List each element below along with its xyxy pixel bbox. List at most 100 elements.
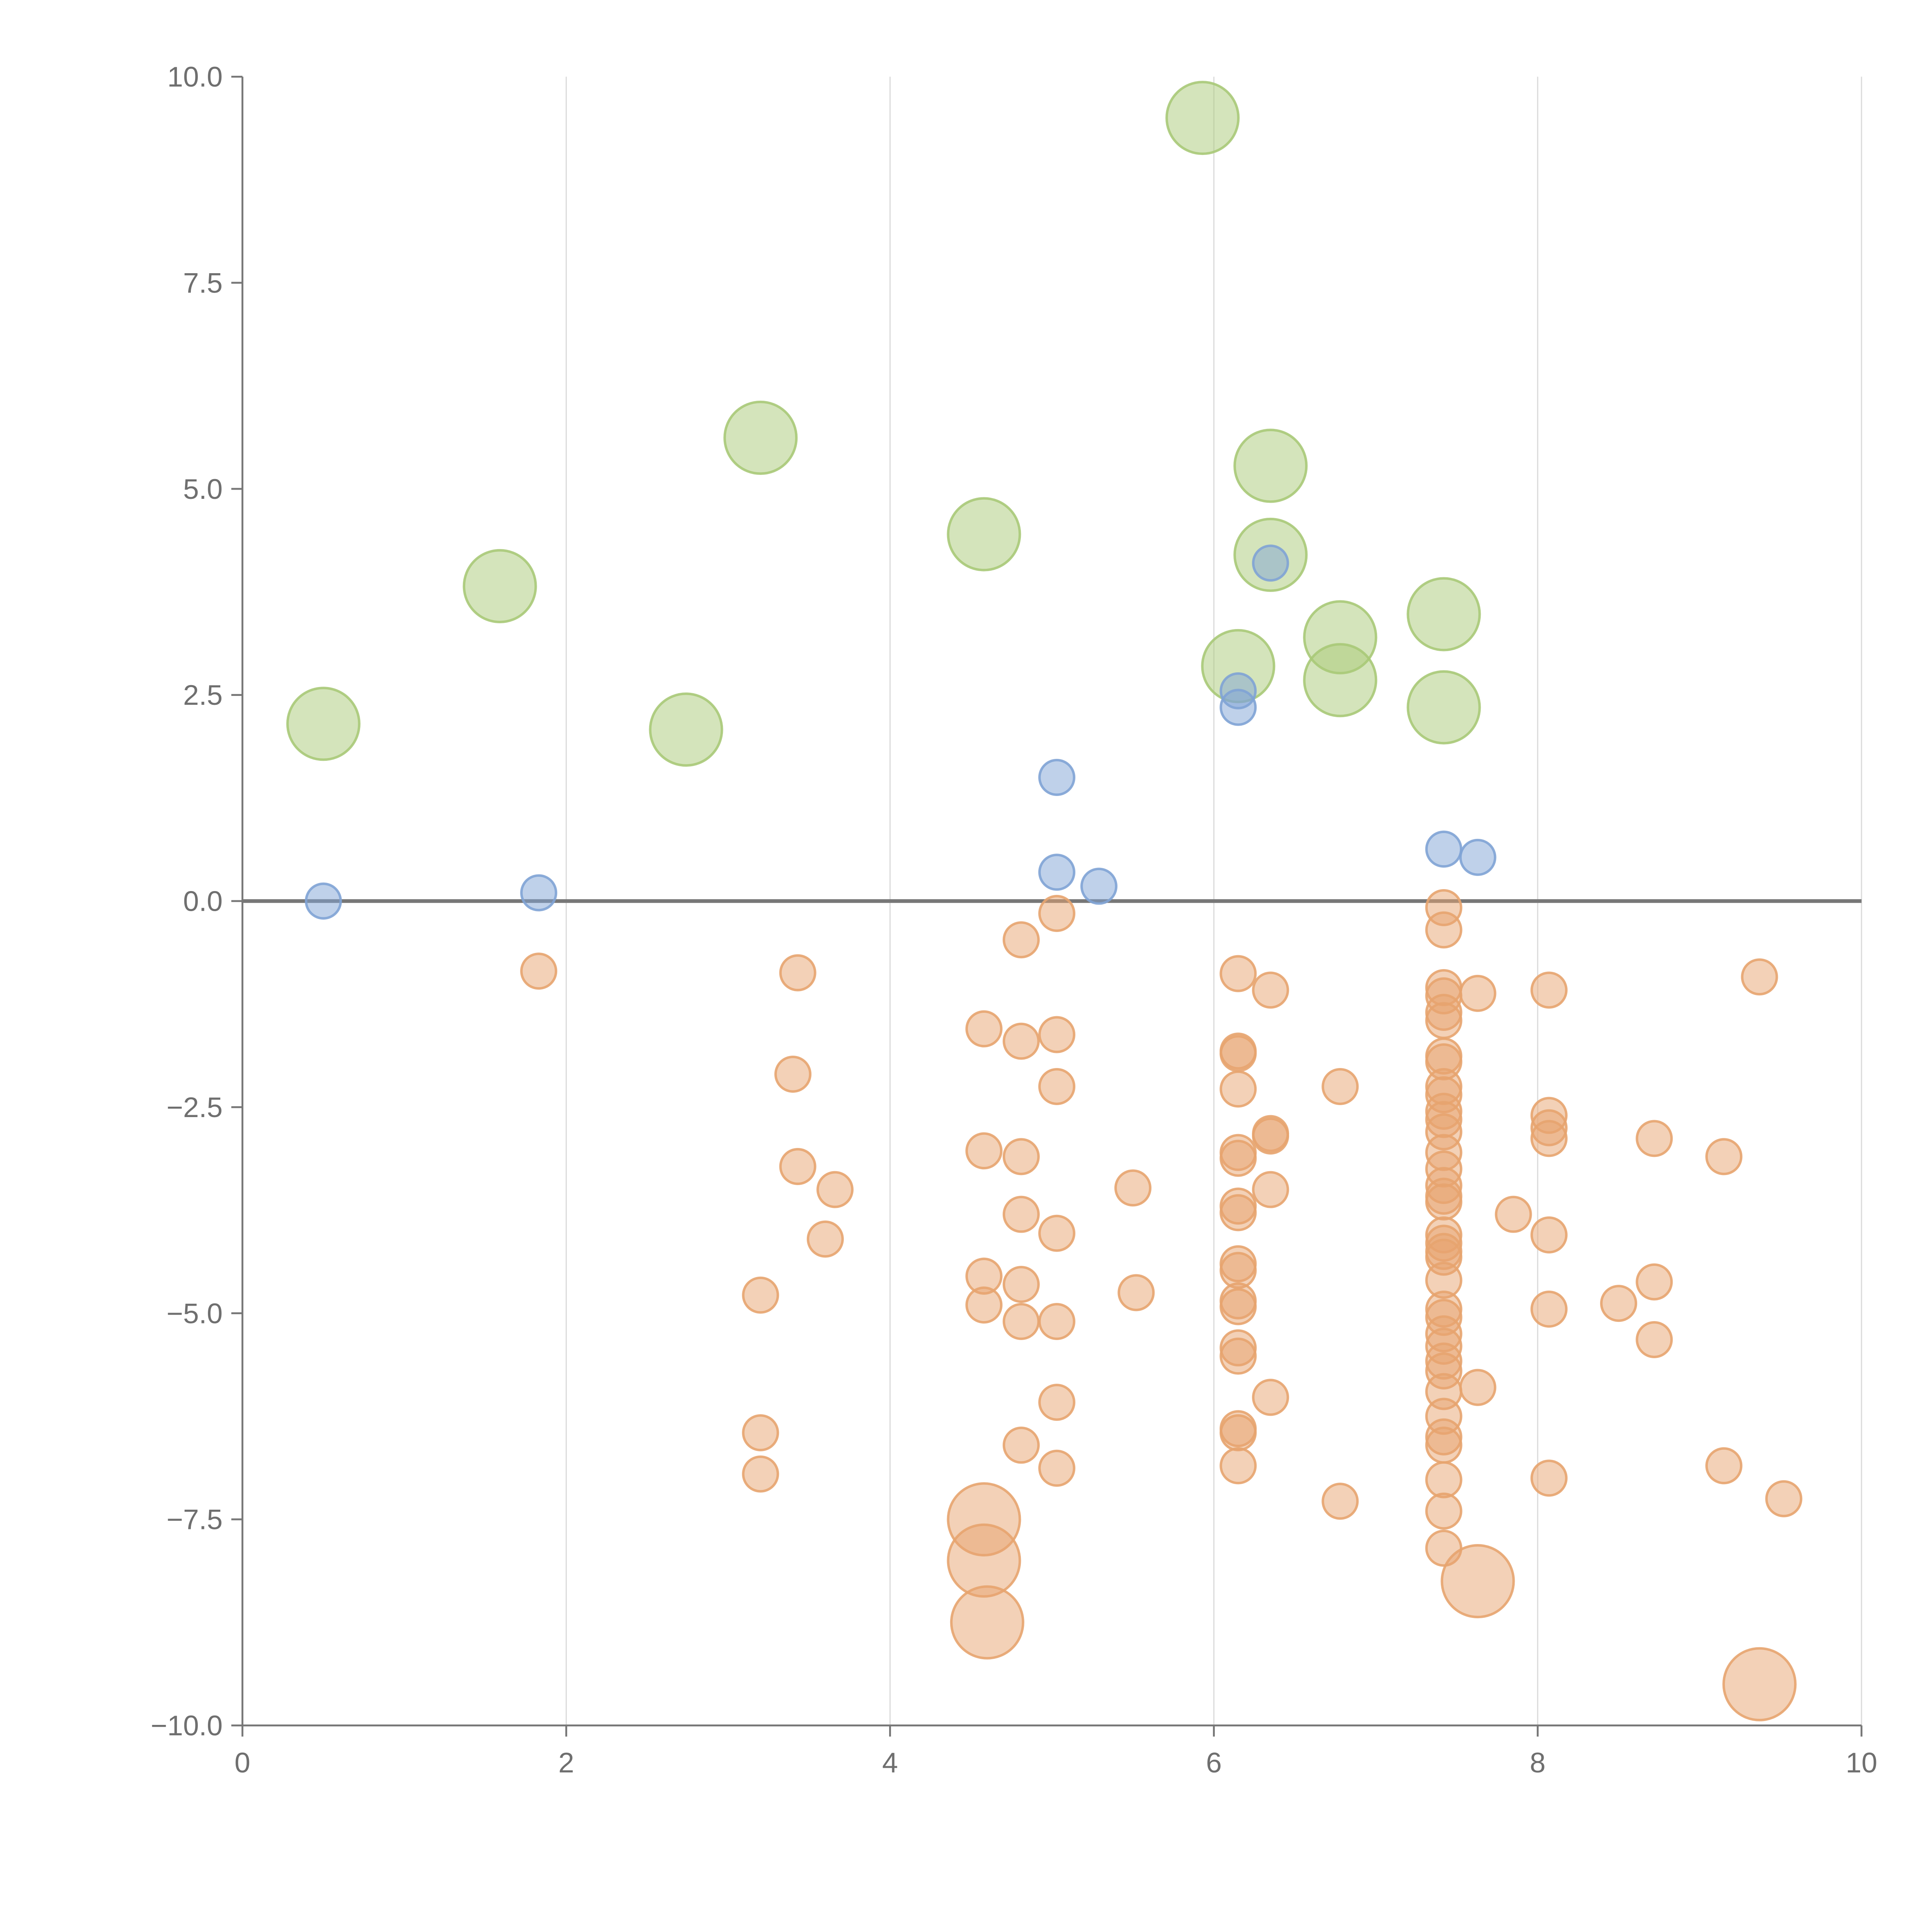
- data-point: [1425, 1183, 1463, 1221]
- data-point: [723, 400, 798, 475]
- data-point: [463, 549, 537, 623]
- data-points: [286, 81, 1803, 1721]
- x-tick-label: 2: [558, 1747, 574, 1779]
- data-point: [520, 952, 558, 990]
- data-point: [965, 1010, 1003, 1048]
- data-point: [1459, 975, 1497, 1012]
- data-point: [520, 874, 558, 912]
- data-point: [1600, 1285, 1638, 1322]
- data-point: [1219, 1070, 1257, 1108]
- y-tick-label: −7.5: [167, 1503, 223, 1536]
- data-point: [1459, 838, 1497, 876]
- data-point: [1219, 1194, 1257, 1231]
- data-point: [1038, 854, 1076, 891]
- x-tick-label: 10: [1846, 1747, 1878, 1779]
- data-point: [1530, 1459, 1568, 1497]
- data-point: [1705, 1138, 1743, 1175]
- data-point: [1636, 1263, 1673, 1301]
- data-point: [1705, 1447, 1743, 1485]
- data-point: [1636, 1321, 1673, 1358]
- data-point: [1002, 1022, 1040, 1060]
- data-point: [1303, 643, 1378, 718]
- data-point: [1219, 1139, 1257, 1177]
- data-point: [742, 1414, 779, 1452]
- data-point: [1530, 1120, 1568, 1157]
- data-point: [742, 1276, 779, 1314]
- data-point: [1038, 1449, 1076, 1487]
- data-point: [1219, 955, 1257, 992]
- data-point: [1765, 1480, 1803, 1517]
- y-tick-label: 7.5: [183, 267, 223, 299]
- data-point: [742, 1455, 779, 1493]
- data-point: [1038, 759, 1076, 796]
- y-tick-label: −2.5: [167, 1091, 223, 1123]
- data-point: [1741, 958, 1778, 996]
- x-tick-label: 8: [1530, 1747, 1546, 1779]
- data-point: [1233, 429, 1308, 503]
- data-point: [1425, 1427, 1463, 1464]
- y-tick-label: −5.0: [167, 1297, 223, 1329]
- data-point: [1425, 1461, 1463, 1498]
- data-point: [1406, 577, 1481, 651]
- data-point: [1722, 1647, 1797, 1721]
- data-point: [1530, 1291, 1568, 1328]
- data-point: [1002, 921, 1040, 959]
- data-point: [1252, 1117, 1289, 1155]
- x-tick-label: 0: [235, 1747, 250, 1779]
- x-tick-label: 6: [1206, 1747, 1222, 1779]
- data-point: [1406, 670, 1481, 745]
- y-tick-label: 2.5: [183, 679, 223, 711]
- data-point: [1117, 1274, 1155, 1311]
- x-tick-label: 4: [882, 1747, 898, 1779]
- data-point: [1252, 1171, 1289, 1208]
- data-point: [1165, 81, 1240, 155]
- data-point: [1252, 971, 1289, 1009]
- y-tick-label: 5.0: [183, 473, 223, 505]
- data-point: [1219, 1414, 1257, 1452]
- data-point: [947, 497, 1021, 571]
- data-point: [1038, 1214, 1076, 1252]
- data-point: [1038, 895, 1076, 932]
- data-point: [1002, 1138, 1040, 1175]
- data-point: [286, 687, 361, 761]
- data-point: [779, 954, 816, 992]
- data-point: [1440, 1544, 1515, 1619]
- data-point: [1425, 911, 1463, 949]
- data-point: [1425, 1492, 1463, 1530]
- data-point: [1219, 1337, 1257, 1375]
- data-point: [1038, 1068, 1076, 1105]
- data-point: [965, 1286, 1003, 1324]
- y-tick-label: 0.0: [183, 885, 223, 917]
- data-point: [1038, 1303, 1076, 1340]
- data-point: [1080, 867, 1118, 905]
- series-large-positive: [286, 81, 1481, 767]
- data-point: [965, 1132, 1003, 1170]
- data-point: [1530, 971, 1568, 1009]
- data-point: [950, 1585, 1024, 1660]
- data-point: [779, 1148, 816, 1185]
- data-point: [1002, 1196, 1040, 1233]
- data-point: [1530, 1216, 1568, 1254]
- data-point: [1252, 1379, 1289, 1416]
- series-large-negative: [947, 1482, 1797, 1721]
- series-small-positive: [304, 544, 1497, 920]
- data-point: [1219, 1447, 1257, 1485]
- data-point: [1321, 1483, 1359, 1520]
- data-point: [304, 882, 342, 920]
- data-point: [1495, 1196, 1532, 1233]
- data-point: [1425, 830, 1463, 868]
- data-point: [1219, 1035, 1257, 1072]
- data-point: [1038, 1384, 1076, 1421]
- data-point: [1252, 544, 1289, 582]
- data-point: [816, 1171, 854, 1208]
- data-point: [1321, 1068, 1359, 1105]
- data-point: [1002, 1266, 1040, 1303]
- data-point: [1219, 689, 1257, 726]
- data-point: [1038, 1016, 1076, 1053]
- data-point: [1002, 1427, 1040, 1464]
- y-tick-label: −10.0: [151, 1709, 223, 1742]
- data-point: [1636, 1120, 1673, 1157]
- data-point: [1114, 1169, 1151, 1207]
- data-point: [1219, 1288, 1257, 1325]
